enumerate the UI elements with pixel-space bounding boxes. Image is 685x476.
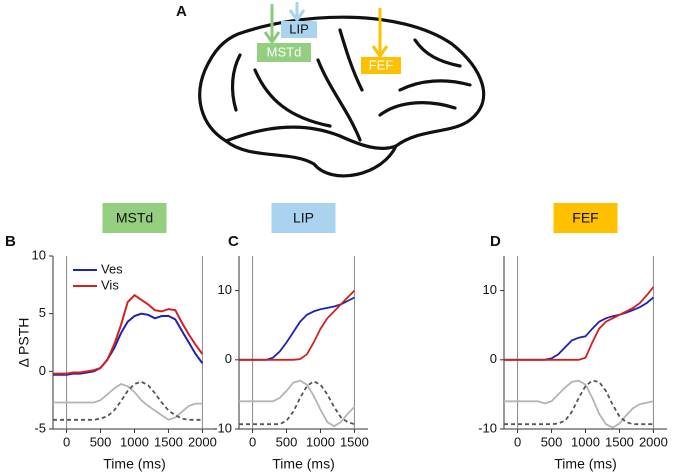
series-line <box>239 379 356 428</box>
arrow-head <box>371 45 389 59</box>
brain-drawing <box>198 15 486 178</box>
x-tick-label: 0 <box>63 434 70 449</box>
series-line <box>239 296 355 361</box>
legend-label: Ves <box>101 261 123 276</box>
y-tick-label: 10 <box>218 282 232 297</box>
x-tick-label: 1500 <box>340 434 369 449</box>
arrow-head <box>263 31 281 45</box>
region-label: MSTd <box>267 44 302 59</box>
series-line <box>53 383 203 421</box>
x-tick-label: 0 <box>514 434 521 449</box>
title-box <box>271 203 336 233</box>
y-tick-label: 10 <box>483 282 497 297</box>
series-line <box>53 312 204 376</box>
x-tick-label: 1000 <box>306 434 335 449</box>
chart-title: FEF <box>572 210 598 226</box>
region-label: LIP <box>289 21 309 36</box>
y-axis-label: Δ PSTH <box>16 318 32 368</box>
title-box <box>553 203 618 233</box>
y-tick-label: 0 <box>225 351 232 366</box>
region-box <box>257 43 311 62</box>
series-line <box>504 286 655 361</box>
series-line <box>504 379 654 429</box>
y-tick-label: 0 <box>39 363 46 378</box>
region-label: FEF <box>369 57 394 72</box>
series-line <box>504 379 654 426</box>
y-tick-label: 10 <box>32 247 46 262</box>
series-line <box>53 380 203 421</box>
title-box <box>102 203 167 233</box>
x-tick-label: 1000 <box>120 434 149 449</box>
x-tick-label: 500 <box>541 434 563 449</box>
x-axis-label: Time (ms) <box>103 456 165 472</box>
panel-label: C <box>228 233 239 250</box>
chart-title: MSTd <box>116 210 153 226</box>
y-tick-label: 0 <box>490 351 497 366</box>
x-tick-label: 0 <box>249 434 256 449</box>
y-tick-label: -5 <box>34 420 46 435</box>
x-axis-label: Time (ms) <box>554 456 616 472</box>
y-tick-label: 5 <box>39 305 46 320</box>
x-tick-label: 1500 <box>154 434 183 449</box>
x-tick-label: 1000 <box>571 434 600 449</box>
y-tick-label: -10 <box>213 420 232 435</box>
panel-label: D <box>490 233 501 250</box>
panel-label: A <box>176 3 187 20</box>
x-tick-label: 2000 <box>639 434 668 449</box>
chart-title: LIP <box>293 210 314 226</box>
y-tick-label: -10 <box>478 420 497 435</box>
x-tick-label: 2000 <box>188 434 217 449</box>
panel-label: B <box>5 233 16 250</box>
x-tick-label: 1500 <box>605 434 634 449</box>
x-axis-label: Time (ms) <box>272 456 334 472</box>
series-line <box>239 380 355 426</box>
region-box <box>281 21 317 38</box>
region-box <box>361 57 401 74</box>
arrow-head <box>288 9 306 23</box>
x-tick-label: 500 <box>90 434 112 449</box>
legend-label: Vis <box>101 277 119 292</box>
x-tick-label: 500 <box>276 434 298 449</box>
series-line <box>239 289 356 361</box>
series-line <box>504 296 654 361</box>
series-line <box>53 293 204 375</box>
